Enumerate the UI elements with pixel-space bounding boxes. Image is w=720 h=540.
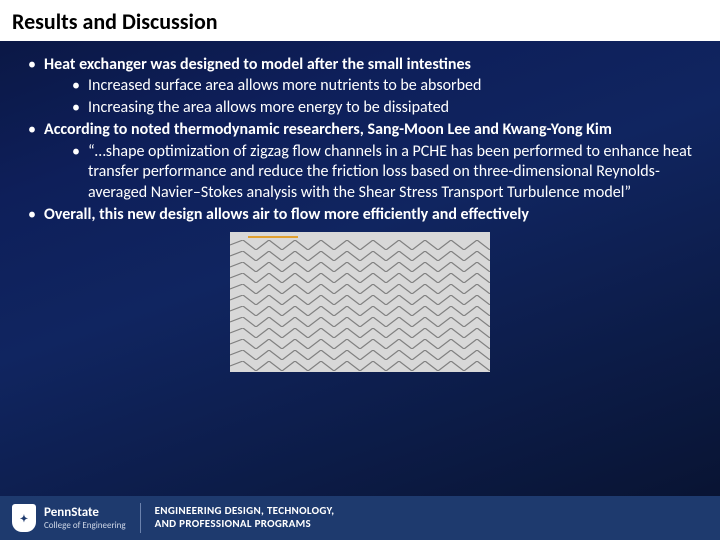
bullet-text: Heat exchanger was designed to model aft…: [44, 55, 471, 74]
program-line: AND PROFESSIONAL PROGRAMS: [155, 518, 335, 531]
zigzag-row: [230, 317, 490, 327]
zigzag-row: [230, 262, 490, 272]
bullet-item: According to noted thermodynamic researc…: [22, 120, 698, 203]
bullet-item: Overall, this new design allows air to f…: [22, 205, 698, 225]
slide-content: Heat exchanger was designed to model aft…: [0, 41, 720, 372]
zigzag-row: [230, 350, 490, 360]
zigzag-row: [230, 328, 490, 338]
footer-divider: [140, 503, 141, 533]
sub-bullet-item: “…shape optimization of zigzag flow chan…: [44, 142, 698, 203]
slide: Results and Discussion Heat exchanger wa…: [0, 0, 720, 540]
zigzag-row: [230, 295, 490, 305]
zigzag-row: [230, 306, 490, 316]
zigzag-row: [230, 339, 490, 349]
bullet-text: Overall, this new design allows air to f…: [44, 205, 529, 224]
accent-bar: [248, 236, 298, 238]
zigzag-diagram: [230, 232, 490, 372]
sub-bullet-item: Increasing the area allows more energy t…: [44, 98, 698, 118]
program-block: ENGINEERING DESIGN, TECHNOLOGY, AND PROF…: [155, 505, 335, 530]
footer-bar: ✦ PennState College of Engineering ENGIN…: [0, 496, 720, 540]
sub-bullet-item: Increased surface area allows more nutri…: [44, 76, 698, 96]
college-name: College of Engineering: [44, 521, 126, 530]
university-block: PennState College of Engineering: [44, 506, 126, 530]
zigzag-row: [230, 251, 490, 261]
sub-bullet-list: “…shape optimization of zigzag flow chan…: [44, 142, 698, 203]
zigzag-row: [230, 240, 490, 250]
bullet-list: Heat exchanger was designed to model aft…: [22, 55, 698, 226]
zigzag-row: [230, 284, 490, 294]
bullet-text: According to noted thermodynamic researc…: [44, 120, 612, 139]
sub-bullet-list: Increased surface area allows more nutri…: [44, 76, 698, 118]
university-name: PennState: [44, 506, 126, 519]
slide-title: Results and Discussion: [0, 0, 720, 41]
bullet-item: Heat exchanger was designed to model aft…: [22, 55, 698, 118]
zigzag-row: [230, 361, 490, 371]
shield-icon: ✦: [12, 504, 36, 532]
zigzag-row: [230, 273, 490, 283]
